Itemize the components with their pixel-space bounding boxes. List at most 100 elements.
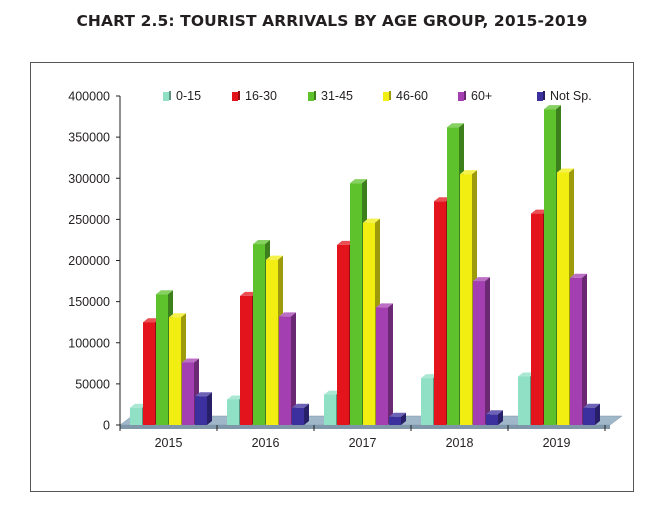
bar-side [304, 403, 309, 425]
bar [486, 410, 503, 425]
bar-top [389, 412, 406, 417]
y-tick-label: 100000 [68, 336, 110, 350]
bar-top [195, 392, 212, 397]
bar-top [324, 390, 341, 395]
bar-side [291, 312, 296, 425]
legend-label: 60+ [471, 89, 492, 103]
x-axis: 2015 2016 2017 2018 2019 [119, 425, 606, 450]
bar-top [531, 209, 548, 214]
bar-top [182, 358, 199, 363]
bar-top [421, 374, 438, 379]
y-tick-label: 0 [103, 419, 110, 433]
bar-front [544, 109, 556, 425]
bar-top [518, 372, 535, 377]
x-tick-label: 2016 [252, 436, 280, 450]
legend-swatch-side [389, 91, 391, 100]
x-tick-label: 2015 [155, 436, 183, 450]
bar-front [324, 394, 336, 425]
legend-label: Not Sp. [550, 89, 592, 103]
bar-side [401, 412, 406, 425]
y-tick-label: 400000 [68, 90, 110, 104]
bar [389, 412, 406, 425]
bar [583, 403, 600, 425]
bar-top [376, 303, 393, 308]
bar-side [485, 277, 490, 425]
legend-swatch-side [543, 91, 545, 100]
bar-front [473, 281, 485, 425]
bar-side [388, 303, 393, 425]
bar-top [544, 105, 561, 110]
bar-side [207, 392, 212, 425]
bar-front [253, 244, 265, 425]
bars [130, 105, 600, 425]
bar-top [350, 179, 367, 184]
legend-label: 0-15 [176, 89, 201, 103]
legend-swatch [163, 92, 169, 101]
bar [376, 303, 393, 425]
bar-front [518, 376, 530, 425]
bar-front [156, 294, 168, 425]
bar [195, 392, 212, 425]
bar [292, 403, 309, 425]
legend-swatch-side [464, 91, 466, 100]
bar-front [292, 407, 304, 425]
legend-swatch-side [314, 91, 316, 100]
bar-top [570, 273, 587, 278]
bar-top [486, 410, 503, 415]
bar-front [130, 407, 142, 425]
bar-front [195, 396, 207, 425]
bar-front [363, 222, 375, 425]
bar-front [389, 416, 401, 425]
y-tick-label: 50000 [75, 377, 110, 391]
bar-top [130, 403, 147, 408]
bar-front [227, 399, 239, 425]
bar-top [266, 255, 283, 260]
y-tick-label: 200000 [68, 254, 110, 268]
bar-front [240, 295, 252, 425]
y-tick-label: 300000 [68, 172, 110, 186]
chart-title: CHART 2.5: TOURIST ARRIVALS BY AGE GROUP… [76, 12, 588, 30]
bar-front [486, 414, 498, 425]
legend-swatch [383, 92, 389, 101]
legend: 0-15 16-30 31-45 46-60 60+ Not Sp. [163, 89, 592, 103]
bar [279, 312, 296, 425]
bar-front [434, 201, 446, 425]
floor-front [120, 425, 610, 429]
x-tick-label: 2018 [446, 436, 474, 450]
y-tick-label: 350000 [68, 131, 110, 145]
legend-swatch-side [169, 91, 171, 100]
y-tick-label: 150000 [68, 295, 110, 309]
bar-front [570, 277, 582, 425]
bar-top [434, 197, 451, 202]
bar-side [582, 273, 587, 425]
bar-front [460, 174, 472, 425]
legend-swatch [537, 92, 543, 101]
legend-swatch [458, 92, 464, 101]
legend-swatch [308, 92, 314, 101]
bar [570, 273, 587, 425]
bar-front [421, 378, 433, 425]
bar-top [363, 218, 380, 223]
bar-top [253, 240, 270, 245]
bar-top [447, 123, 464, 128]
bar-front [337, 244, 349, 425]
bar-top [460, 170, 477, 175]
legend-label: 16-30 [245, 89, 277, 103]
bar-top [292, 403, 309, 408]
bar-front [557, 172, 569, 425]
bar-front [182, 362, 194, 425]
bar-front [279, 316, 291, 425]
legend-label: 31-45 [321, 89, 353, 103]
legend-label: 46-60 [396, 89, 428, 103]
bar-side [595, 403, 600, 425]
bar-top [227, 395, 244, 400]
bar-top [473, 277, 490, 282]
bar-front [169, 317, 181, 425]
x-tick-label: 2017 [349, 436, 377, 450]
bar-top [337, 240, 354, 245]
bar-top [143, 318, 160, 323]
bar-front [531, 213, 543, 425]
bar-top [279, 312, 296, 317]
bar-front [447, 127, 459, 425]
